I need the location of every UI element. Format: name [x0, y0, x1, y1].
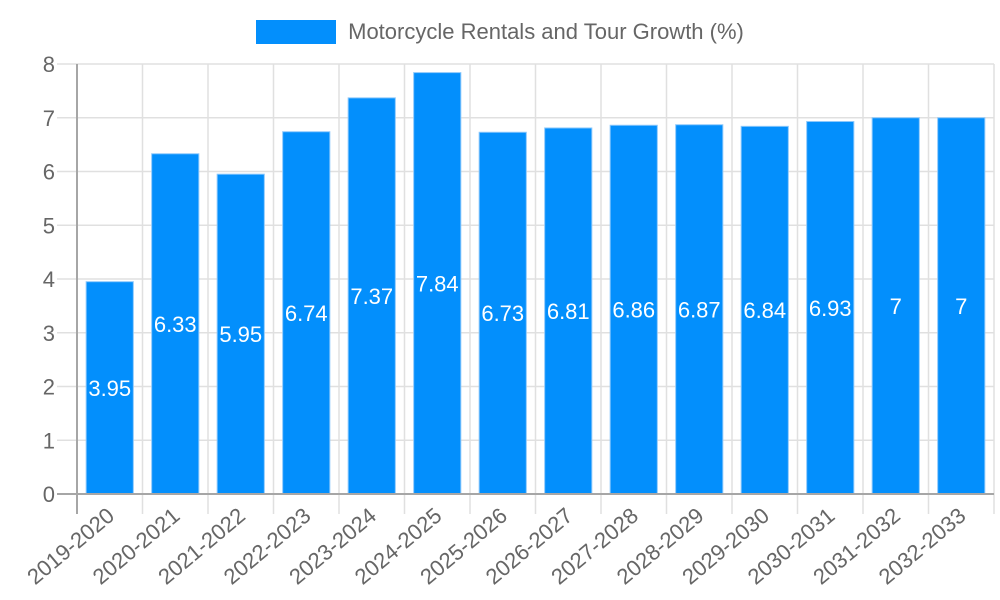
data-labels: 3.95 6.33 5.95 6.74 7.37 7.84 6.73 6.81 6.86 6.87…: [88, 271, 967, 401]
bar-value-label: 5.95: [219, 322, 262, 347]
bar-value-label: 3.95: [88, 376, 131, 401]
y-tick-label: 5: [43, 213, 55, 238]
bar[interactable]: [413, 72, 462, 495]
axes: [57, 64, 994, 514]
legend-swatch[interactable]: [256, 20, 337, 44]
bar[interactable]: [937, 117, 986, 495]
bar-value-label: 6.74: [285, 301, 328, 326]
bar-value-label: 7: [890, 294, 902, 319]
bar-value-label: 6.73: [481, 301, 524, 326]
y-tick-label: 1: [43, 428, 55, 453]
bar[interactable]: [85, 281, 134, 495]
y-tick-label: 4: [43, 267, 55, 292]
y-tick-label: 8: [43, 52, 55, 77]
bar-value-label: 6.93: [809, 296, 852, 321]
bar[interactable]: [478, 131, 527, 495]
y-axis-ticks: 0 1 2 3 4 5 6 7 8: [43, 52, 55, 507]
y-tick-label: 7: [43, 106, 55, 131]
legend-label: Motorcycle Rentals and Tour Growth (%): [348, 19, 744, 44]
bar[interactable]: [347, 97, 396, 495]
bar[interactable]: [282, 131, 331, 495]
bar[interactable]: [675, 124, 724, 495]
bar[interactable]: [806, 121, 855, 495]
y-tick-label: 6: [43, 160, 55, 185]
y-tick-label: 0: [43, 482, 55, 507]
bar-value-label: 6.87: [678, 297, 721, 322]
bar-value-label: 7: [955, 294, 967, 319]
y-tick-label: 2: [43, 375, 55, 400]
bar-value-label: 7.84: [416, 271, 459, 296]
bar[interactable]: [740, 125, 789, 495]
bar-value-label: 7.37: [350, 284, 393, 309]
bar[interactable]: [544, 127, 593, 495]
bar-value-label: 6.84: [743, 298, 786, 323]
y-tick-label: 3: [43, 321, 55, 346]
bar[interactable]: [609, 124, 658, 495]
x-axis-ticks: 2019-20202020-20212021-20222022-20232023…: [22, 503, 970, 590]
bar[interactable]: [871, 117, 920, 495]
bars: [85, 72, 986, 495]
chart-legend: Motorcycle Rentals and Tour Growth (%): [0, 18, 1000, 46]
bar-value-label: 6.81: [547, 299, 590, 324]
grid-lines: [57, 63, 995, 514]
bar-value-label: 6.33: [154, 312, 197, 337]
bar-value-label: 6.86: [612, 298, 655, 323]
